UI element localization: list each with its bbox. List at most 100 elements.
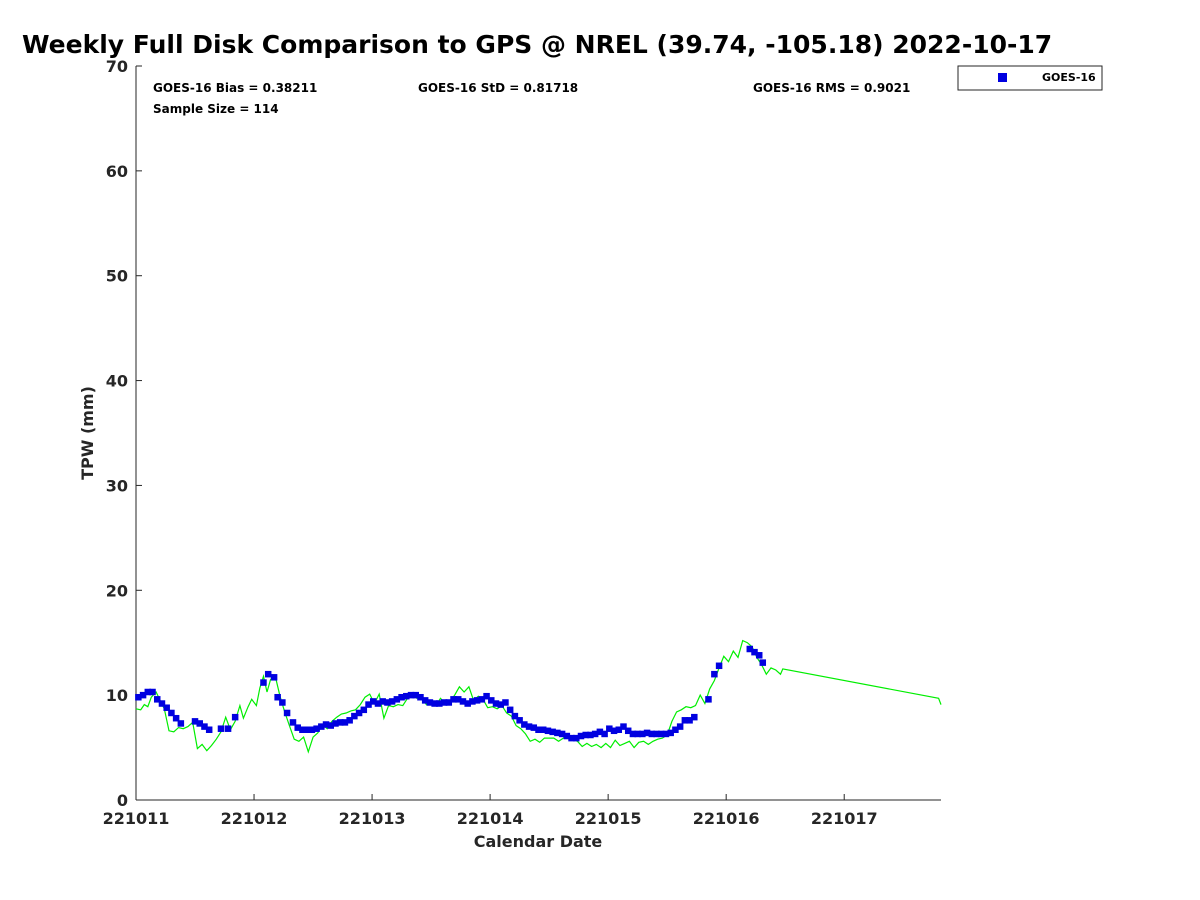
goes-point: [355, 709, 363, 717]
goes-series: [135, 645, 767, 742]
goes-point: [440, 699, 448, 706]
goes-point: [755, 652, 763, 659]
rms-stat: GOES-16 RMS = 0.9021: [753, 81, 910, 95]
goes-point: [606, 725, 613, 732]
gps-line: [135, 639, 942, 754]
goes-point: [412, 691, 419, 699]
goes-point: [294, 724, 301, 731]
goes-point: [497, 701, 504, 708]
goes-point: [217, 725, 225, 732]
goes-point: [454, 696, 462, 703]
goes-point: [196, 720, 203, 727]
goes-point: [676, 723, 684, 730]
goes-point: [667, 729, 674, 737]
goes-point: [336, 719, 344, 726]
goes-point: [483, 692, 490, 700]
goes-point: [398, 693, 405, 701]
y-tick-label: 30: [106, 476, 128, 495]
x-tick-label: 221013: [339, 809, 406, 828]
goes-point: [426, 699, 434, 706]
goes-point: [332, 720, 339, 727]
goes-point: [577, 732, 585, 740]
goes-point: [554, 729, 561, 737]
goes-point: [681, 717, 689, 724]
goes-point: [270, 674, 278, 681]
legend-marker-goes: [998, 73, 1007, 82]
goes-point: [191, 718, 199, 725]
goes-point: [308, 726, 316, 733]
goes-point: [303, 726, 311, 733]
goes-point: [153, 696, 161, 703]
x-tick-label: 221016: [693, 809, 760, 828]
goes-point: [535, 726, 542, 733]
goes-point: [341, 719, 349, 726]
goes-point: [639, 730, 646, 738]
goes-point: [379, 698, 386, 705]
goes-point: [436, 700, 443, 707]
std-stat: GOES-16 StD = 0.81718: [418, 81, 578, 95]
goes-point: [388, 698, 396, 705]
goes-point: [283, 709, 291, 717]
goes-point: [672, 726, 679, 733]
chart-title: Weekly Full Disk Comparison to GPS @ NRE…: [22, 30, 1053, 59]
goes-point: [568, 734, 575, 742]
goes-point: [469, 698, 476, 705]
goes-point: [417, 693, 424, 701]
y-tick-label: 60: [106, 162, 128, 181]
x-axis-label: Calendar Date: [474, 832, 603, 851]
goes-point: [601, 730, 608, 738]
goes-point: [445, 699, 453, 706]
goes-point: [658, 730, 665, 738]
goes-point: [715, 662, 723, 670]
goes-point: [279, 699, 286, 706]
goes-point: [139, 691, 147, 699]
goes-point: [289, 719, 297, 726]
goes-point: [573, 734, 580, 742]
goes-point: [260, 679, 267, 686]
y-tick-label: 20: [106, 581, 128, 600]
goes-point: [634, 730, 641, 738]
goes-point: [473, 697, 481, 704]
goes-point: [464, 700, 471, 707]
goes-point: [431, 700, 438, 707]
goes-point: [384, 699, 391, 706]
goes-point: [403, 692, 410, 700]
goes-point: [691, 713, 698, 721]
goes-point: [172, 714, 180, 722]
goes-point: [711, 670, 718, 678]
goes-point: [686, 717, 693, 724]
goes-point: [224, 725, 232, 732]
x-tick-label: 221017: [811, 809, 878, 828]
y-tick-label: 40: [106, 372, 128, 391]
sample-size-stat: Sample Size = 114: [153, 102, 279, 116]
y-tick-label: 0: [117, 791, 128, 810]
legend-box: [957, 65, 1103, 91]
goes-point: [629, 730, 637, 738]
legend: GOES-16: [957, 65, 1103, 91]
goes-point: [231, 713, 239, 721]
goes-point: [492, 700, 500, 707]
goes-point: [643, 729, 651, 737]
goes-point: [544, 727, 552, 735]
goes-point: [558, 730, 566, 738]
goes-point: [563, 732, 571, 740]
goes-point: [620, 723, 627, 730]
goes-point: [746, 645, 754, 653]
goes-point: [511, 712, 519, 720]
goes-point: [459, 698, 467, 705]
goes-point: [653, 730, 660, 738]
goes-point: [662, 730, 670, 738]
stats-annotations: GOES-16 Bias = 0.38211 GOES-16 StD = 0.8…: [153, 81, 910, 116]
axes: 0 10 20 30 40 50 60 70 221011 221012 221013 221014 2…: [103, 57, 941, 828]
goes-point: [360, 706, 368, 714]
gps-series: [135, 639, 942, 754]
goes-point: [177, 720, 185, 727]
goes-point: [488, 697, 495, 704]
goes-point: [450, 696, 457, 703]
legend-label-goes: GOES-16: [1042, 71, 1096, 84]
goes-point: [530, 724, 538, 731]
goes-point: [205, 726, 213, 733]
x-tick-label: 221014: [457, 809, 524, 828]
goes-point: [648, 730, 656, 738]
